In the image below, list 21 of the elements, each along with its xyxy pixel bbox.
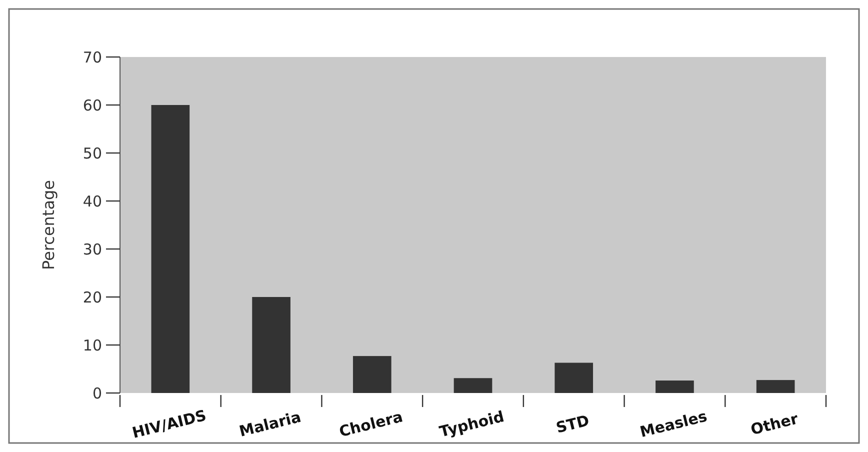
y-tick-label: 70	[82, 48, 102, 66]
bar	[454, 378, 492, 393]
x-tick-label: Other	[748, 409, 800, 439]
bar	[554, 362, 594, 393]
x-tick-label: Measles	[638, 407, 709, 442]
y-tick-label: 20	[82, 288, 102, 306]
bar	[151, 105, 190, 393]
y-axis-title: Percentage	[39, 180, 58, 270]
x-tick-label: STD	[554, 411, 592, 437]
x-tick-label: Cholera	[337, 408, 405, 441]
bar	[756, 380, 795, 393]
y-tick-label: 50	[82, 144, 102, 162]
bar	[352, 356, 392, 393]
y-tick-label: 30	[82, 240, 102, 258]
y-tick-label: 10	[82, 336, 102, 354]
bar	[252, 297, 290, 393]
y-tick-label: 60	[82, 96, 102, 114]
y-tick-label: 40	[82, 192, 102, 210]
y-tick-label: 0	[92, 384, 102, 402]
bar	[656, 380, 694, 393]
x-tick-label: Malaria	[237, 408, 303, 440]
